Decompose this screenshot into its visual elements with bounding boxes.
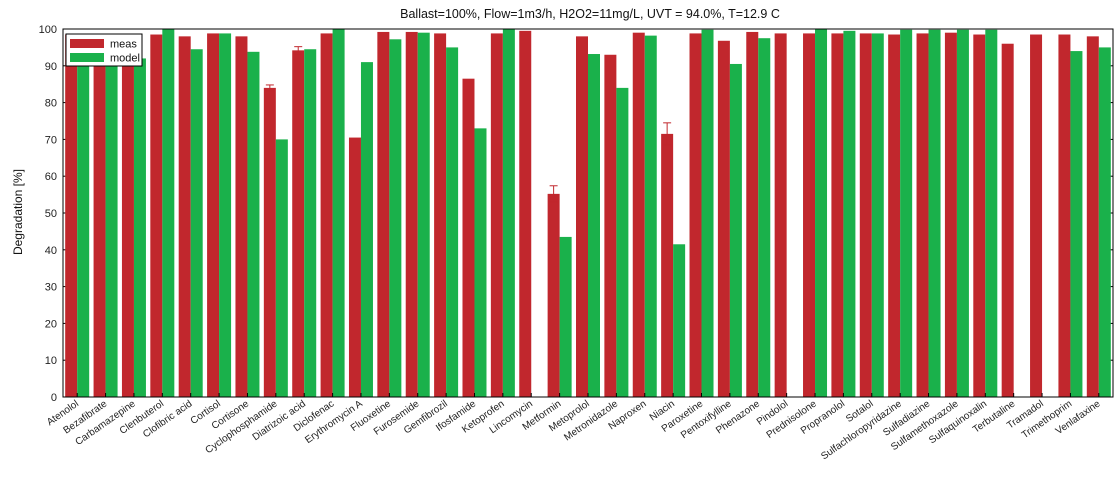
legend-label-meas: meas — [110, 39, 137, 51]
y-tick-label: 10 — [45, 355, 57, 367]
bar-model — [105, 58, 118, 397]
bar-meas — [916, 33, 929, 397]
bar-meas — [405, 31, 418, 397]
bar-meas — [717, 40, 730, 397]
bar-model — [644, 35, 657, 398]
bar-model — [843, 30, 856, 398]
bar-meas — [121, 34, 134, 398]
bar-model — [559, 236, 572, 397]
bar-model — [871, 33, 884, 397]
bar-model — [588, 54, 600, 398]
bar-meas — [292, 50, 305, 398]
bar-model — [190, 49, 203, 398]
bar-meas — [831, 33, 844, 397]
bar-model — [502, 29, 515, 397]
bar-meas — [150, 34, 163, 398]
bar-model — [673, 244, 686, 397]
y-tick-label: 40 — [45, 245, 57, 257]
bar-meas — [746, 31, 759, 397]
bar-meas — [377, 31, 390, 397]
legend-swatch-model — [70, 53, 104, 62]
bar-model — [701, 29, 714, 398]
y-tick-label: 20 — [45, 318, 57, 330]
bar-meas — [1030, 34, 1043, 398]
bar-model — [162, 29, 175, 397]
bar-meas — [604, 54, 617, 397]
bar-model — [304, 49, 317, 398]
bar-model — [928, 29, 941, 398]
y-axis-label: Degradation [%] — [11, 169, 25, 255]
bar-meas — [235, 36, 248, 398]
bar-meas — [944, 32, 957, 398]
legend-label-model: model — [110, 53, 140, 65]
bar-meas — [263, 87, 276, 397]
bar-model — [247, 51, 260, 397]
legend-swatch-meas — [70, 39, 104, 48]
bar-meas — [888, 34, 901, 398]
y-tick-label: 30 — [45, 282, 57, 294]
bar-model — [389, 39, 402, 397]
bar-meas — [348, 137, 361, 397]
bar-meas — [178, 36, 191, 398]
bar-model — [133, 58, 146, 397]
bar-meas — [689, 33, 702, 397]
bar-meas — [547, 193, 560, 397]
y-tick-label: 70 — [45, 134, 57, 146]
bar-meas — [803, 33, 816, 397]
bar-model — [332, 29, 345, 397]
bar-model — [1070, 51, 1083, 397]
bar-meas — [1086, 36, 1099, 398]
bar-meas — [859, 33, 872, 397]
bar-model — [275, 139, 288, 397]
bar-meas — [93, 34, 106, 398]
bar-meas — [661, 133, 674, 397]
bar-meas — [434, 33, 447, 397]
bar-model — [729, 63, 742, 398]
y-tick-label: 50 — [45, 208, 57, 220]
bar-meas — [1058, 34, 1071, 398]
y-tick-label: 80 — [45, 98, 57, 110]
bar-meas — [1001, 43, 1014, 397]
bar-model — [956, 29, 969, 398]
bar-model — [219, 33, 232, 397]
bar-model — [758, 38, 771, 397]
bar-meas — [973, 34, 986, 398]
bar-model — [815, 29, 828, 397]
bar-model — [417, 32, 430, 398]
bar-model — [616, 87, 629, 397]
x-axis-category-labels: AtenololBezafibrateCarbamazepineClenbute… — [45, 398, 1103, 462]
bar-meas — [65, 34, 78, 398]
bar-model — [985, 29, 998, 398]
y-tick-label: 90 — [45, 61, 57, 73]
bar-meas — [207, 33, 220, 397]
error-bars — [265, 46, 672, 203]
legend: meas model — [65, 33, 143, 67]
bar-model — [474, 128, 487, 398]
bar-model — [77, 58, 90, 397]
bar-meas — [462, 78, 475, 398]
x-axis-ticks — [76, 393, 1100, 397]
bar-meas — [576, 36, 588, 398]
bar-meas — [632, 32, 645, 398]
bar-meas — [519, 30, 532, 398]
bar-meas — [774, 33, 787, 397]
bar-meas — [490, 33, 503, 397]
bars — [65, 29, 1111, 398]
bar-model — [446, 47, 459, 398]
y-tick-label: 100 — [39, 24, 57, 36]
bar-model — [900, 29, 913, 398]
y-tick-label: 60 — [45, 171, 57, 183]
y-axis-ticks: 0 10 20 30 40 50 60 70 80 90 100 — [39, 24, 1113, 404]
y-tick-label: 0 — [51, 392, 57, 404]
bar-model — [360, 62, 373, 398]
bar-model — [1098, 47, 1111, 398]
bar-meas — [320, 33, 333, 397]
chart-title: Ballast=100%, Flow=1m3/h, H2O2=11mg/L, U… — [400, 7, 780, 21]
